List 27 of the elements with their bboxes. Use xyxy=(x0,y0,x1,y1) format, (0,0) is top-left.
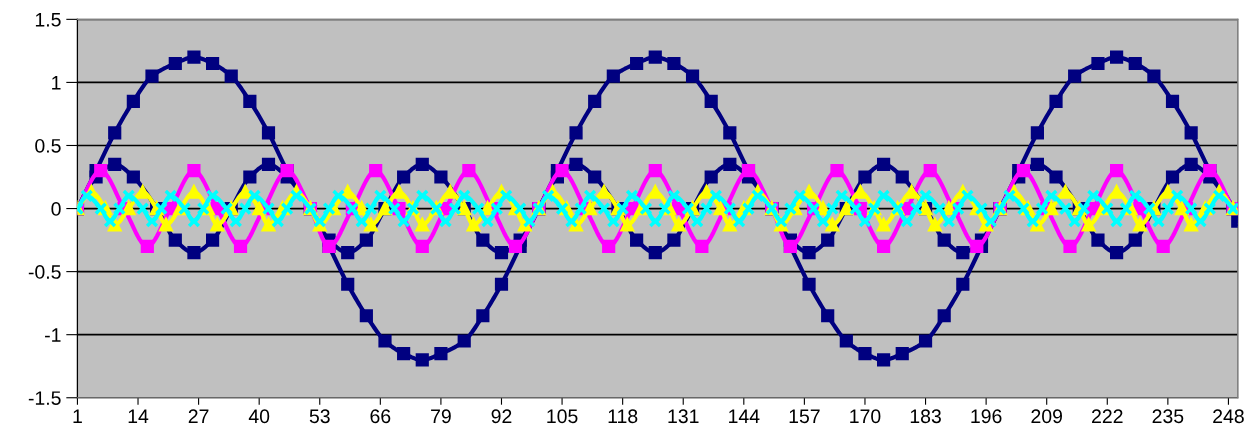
y-tick-label: -1.5 xyxy=(28,391,61,405)
x-tick-label: 14 xyxy=(128,409,149,423)
x-tick-label: 1 xyxy=(73,409,82,423)
x-tick-label: 40 xyxy=(248,409,270,424)
y-tick-label: 1 xyxy=(52,76,61,90)
x-tick-label: 196 xyxy=(971,409,1002,424)
x-tick-label: 209 xyxy=(1031,409,1062,424)
x-tick-label: 118 xyxy=(608,409,638,424)
x-tick-label: 157 xyxy=(789,409,820,424)
x-tick-label: 183 xyxy=(910,409,941,424)
y-tick-label: -1 xyxy=(45,328,61,342)
y-tick-label: 1.5 xyxy=(35,13,61,27)
x-tick-label: 170 xyxy=(850,409,881,424)
x-tick-label: 66 xyxy=(370,409,391,424)
x-tick-label: 222 xyxy=(1092,409,1123,423)
x-tick-label: 235 xyxy=(1152,409,1184,424)
y-tick-label: 0 xyxy=(51,202,61,216)
x-tick-label: 105 xyxy=(547,409,578,424)
y-tick-label: 0.5 xyxy=(35,138,61,153)
x-tick-label: 131 xyxy=(668,409,699,424)
x-tick-label: 248 xyxy=(1213,409,1244,424)
x-tick-label: 27 xyxy=(188,409,209,423)
x-tick-label: 144 xyxy=(729,409,760,423)
x-tick-label: 92 xyxy=(491,409,512,424)
x-tick-label: 53 xyxy=(309,409,330,424)
y-tick-label: -0.5 xyxy=(28,265,61,279)
x-tick-label: 79 xyxy=(431,409,451,424)
